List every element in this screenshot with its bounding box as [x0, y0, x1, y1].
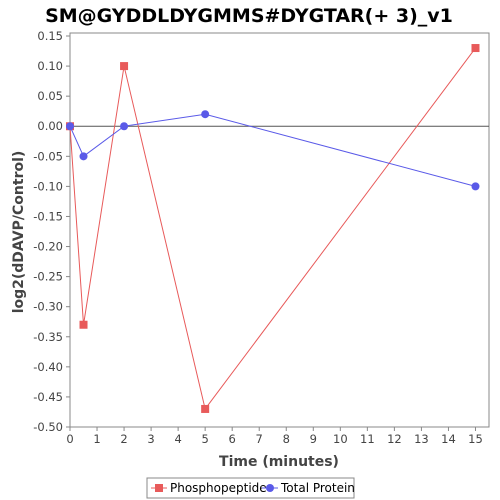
plot-frame	[69, 32, 490, 428]
legend-label-phosphopeptide: Phosphopeptide	[170, 481, 267, 495]
phosphopeptide-point	[471, 44, 480, 53]
legend-label-total-protein: Total Protein	[280, 481, 355, 495]
y-tick-label: -0.05	[33, 149, 63, 163]
y-tick-label: -0.50	[33, 420, 63, 434]
legend-box	[146, 477, 355, 499]
x-tick-label: 13	[414, 432, 429, 446]
x-tick-label: 4	[174, 432, 181, 446]
x-tick-label: 0	[66, 432, 73, 446]
chart-title: SM@GYDDLDYGMMS#DYGTAR(+ 3)_v1	[45, 5, 453, 27]
x-tick-label: 1	[93, 432, 100, 446]
y-tick-label: 0.05	[37, 89, 63, 103]
x-tick-label: 9	[310, 432, 317, 446]
y-tick-label: 0.10	[37, 59, 63, 73]
plot-area	[69, 32, 490, 428]
x-tick-label: 14	[441, 432, 456, 446]
y-axis: 0.15 0.10 0.05 0.00 -0.05 -0.10 -0.15 -0.20 -0.2…	[33, 29, 70, 434]
x-tick-label: 12	[387, 432, 402, 446]
total-protein-point	[201, 110, 210, 119]
total-protein-point	[79, 152, 88, 161]
x-tick-label: 2	[120, 432, 127, 446]
y-tick-label: -0.20	[33, 240, 63, 254]
legend: Phosphopeptide Total Protein	[146, 477, 355, 499]
y-tick-label: -0.15	[33, 209, 63, 223]
y-tick-label: -0.30	[33, 300, 63, 314]
series-layer	[66, 44, 480, 413]
y-tick-label: 0.00	[37, 119, 63, 133]
x-tick-label: 11	[360, 432, 375, 446]
y-tick-label: -0.45	[33, 390, 63, 404]
total-protein-point	[471, 182, 480, 191]
y-axis-label: log2(dDAVP/Control)	[11, 151, 27, 314]
y-tick-label: -0.40	[33, 360, 63, 374]
legend-marker-phosphopeptide	[155, 484, 163, 492]
phosphopeptide-point	[201, 404, 210, 413]
y-tick-label: 0.15	[37, 29, 63, 43]
y-tick-label: -0.35	[33, 330, 63, 344]
x-axis-label: Time (minutes)	[219, 454, 339, 470]
x-tick-label: 3	[147, 432, 154, 446]
phosphopeptide-point	[120, 62, 129, 71]
x-tick-label: 8	[283, 432, 290, 446]
total-protein-point	[120, 122, 129, 131]
x-axis: 0 1 2 3 4 5 6 7 8 9 10 11 12 13 14 15	[66, 427, 483, 446]
legend-marker-total-protein	[266, 484, 274, 492]
phosphopeptide-point	[79, 320, 88, 329]
y-tick-label: -0.25	[33, 270, 63, 284]
x-tick-label: 10	[333, 432, 348, 446]
x-tick-label: 6	[229, 432, 236, 446]
x-tick-label: 7	[256, 432, 263, 446]
total-protein-point	[66, 122, 74, 131]
x-tick-label: 5	[201, 432, 208, 446]
y-tick-label: -0.10	[33, 179, 63, 193]
x-tick-label: 15	[468, 432, 483, 446]
